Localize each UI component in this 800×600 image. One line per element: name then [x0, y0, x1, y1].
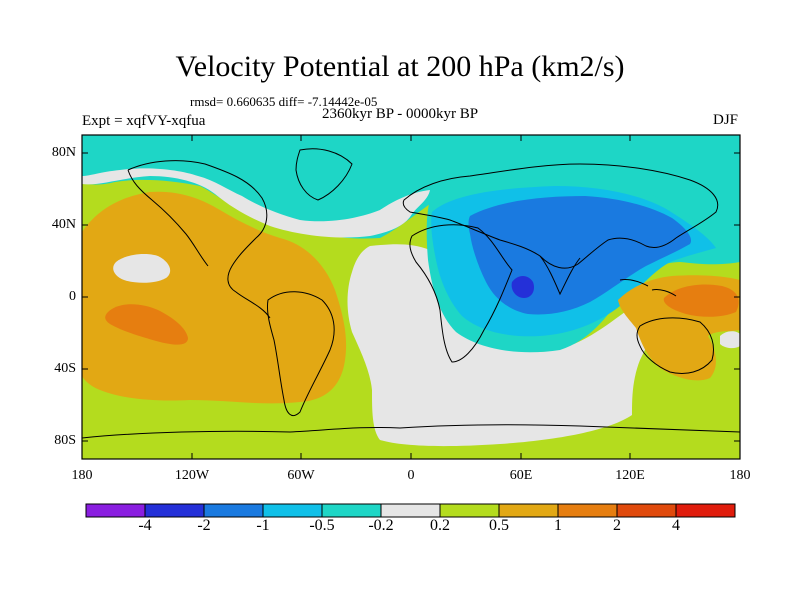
statistics-subtitle: rmsd= 0.660635 diff= -7.14442e-05 — [190, 94, 378, 109]
colorbar-label-2: -2 — [197, 517, 211, 534]
contour-band-orange-epac — [82, 191, 347, 404]
colorbar-swatch-10 — [616, 503, 677, 518]
plot-title: Velocity Potential at 200 hPa (km2/s) — [175, 50, 625, 83]
coastline-greenland — [295, 148, 353, 201]
colorbar-swatch-1 — [85, 503, 146, 518]
colorbar-label-6: 0.2 — [430, 517, 450, 534]
colorbar-swatch-6 — [380, 503, 441, 518]
y-tick-label-80S: 80S — [54, 433, 76, 448]
y-tick-label-0: 0 — [69, 289, 76, 304]
coastline-maritime-continent — [619, 279, 677, 297]
coastline-antarctica — [82, 424, 740, 439]
contour-field — [82, 135, 740, 459]
axis-ticks — [81, 135, 741, 459]
contour-band-gray-nz — [720, 331, 740, 349]
colorbar-label-7: 0.5 — [489, 517, 509, 534]
coastline-south-america — [267, 291, 335, 416]
colorbar-swatch-5 — [321, 503, 382, 518]
x-tick-label-180-east: 180 — [729, 468, 751, 483]
coastline-north-america — [127, 160, 271, 319]
colorbar-swatch-4 — [262, 503, 323, 518]
colorbar-swatch-7 — [439, 503, 500, 518]
colorbar-label-5: -0.2 — [368, 517, 394, 534]
contour-band-gray-south — [347, 244, 660, 447]
experiment-label: Expt = xqfVY-xqfua — [82, 113, 206, 129]
colorbar-label-3: -1 — [256, 517, 270, 534]
x-tick-label-120E: 120E — [615, 468, 645, 483]
coastline-africa — [409, 224, 513, 363]
colorbar — [85, 503, 736, 518]
y-tick-label-80N: 80N — [51, 145, 76, 160]
colorbar-swatch-2 — [144, 503, 205, 518]
coastlines — [82, 148, 740, 439]
y-tick-label-40S: 40S — [54, 361, 76, 376]
colorbar-label-4: -0.5 — [309, 517, 335, 534]
colorbar-swatch-11 — [675, 503, 736, 518]
x-tick-label-0: 0 — [407, 468, 415, 483]
coastline-india — [539, 255, 581, 296]
x-tick-label-180-west: 180 — [71, 468, 93, 483]
x-tick-label-120W: 120W — [174, 468, 210, 483]
contour-band-darkorange-wpac — [663, 284, 739, 317]
coastline-australia — [636, 317, 714, 374]
colorbar-swatch-8 — [498, 503, 559, 518]
x-tick-label-60E: 60E — [509, 468, 533, 483]
y-tick-label-40N: 40N — [51, 217, 76, 232]
x-tick-label-60W: 60W — [287, 468, 315, 483]
colorbar-label-1: -4 — [138, 517, 152, 534]
colorbar-label-8: 1 — [554, 517, 562, 534]
coastline-eurasia — [402, 163, 719, 269]
colorbar-swatch-3 — [203, 503, 264, 518]
contour-band-darkorange-core — [105, 304, 188, 345]
contour-band-darkblue — [511, 276, 534, 298]
colorbar-label-10: 4 — [672, 517, 680, 534]
colorbar-swatch-9 — [557, 503, 618, 518]
period-label: 2360kyr BP - 0000kyr BP — [322, 106, 479, 122]
season-label: DJF — [712, 112, 738, 128]
colorbar-label-9: 2 — [613, 517, 621, 534]
contour-band-gray-hole — [113, 254, 171, 283]
contour-band-gray-north — [82, 168, 430, 238]
